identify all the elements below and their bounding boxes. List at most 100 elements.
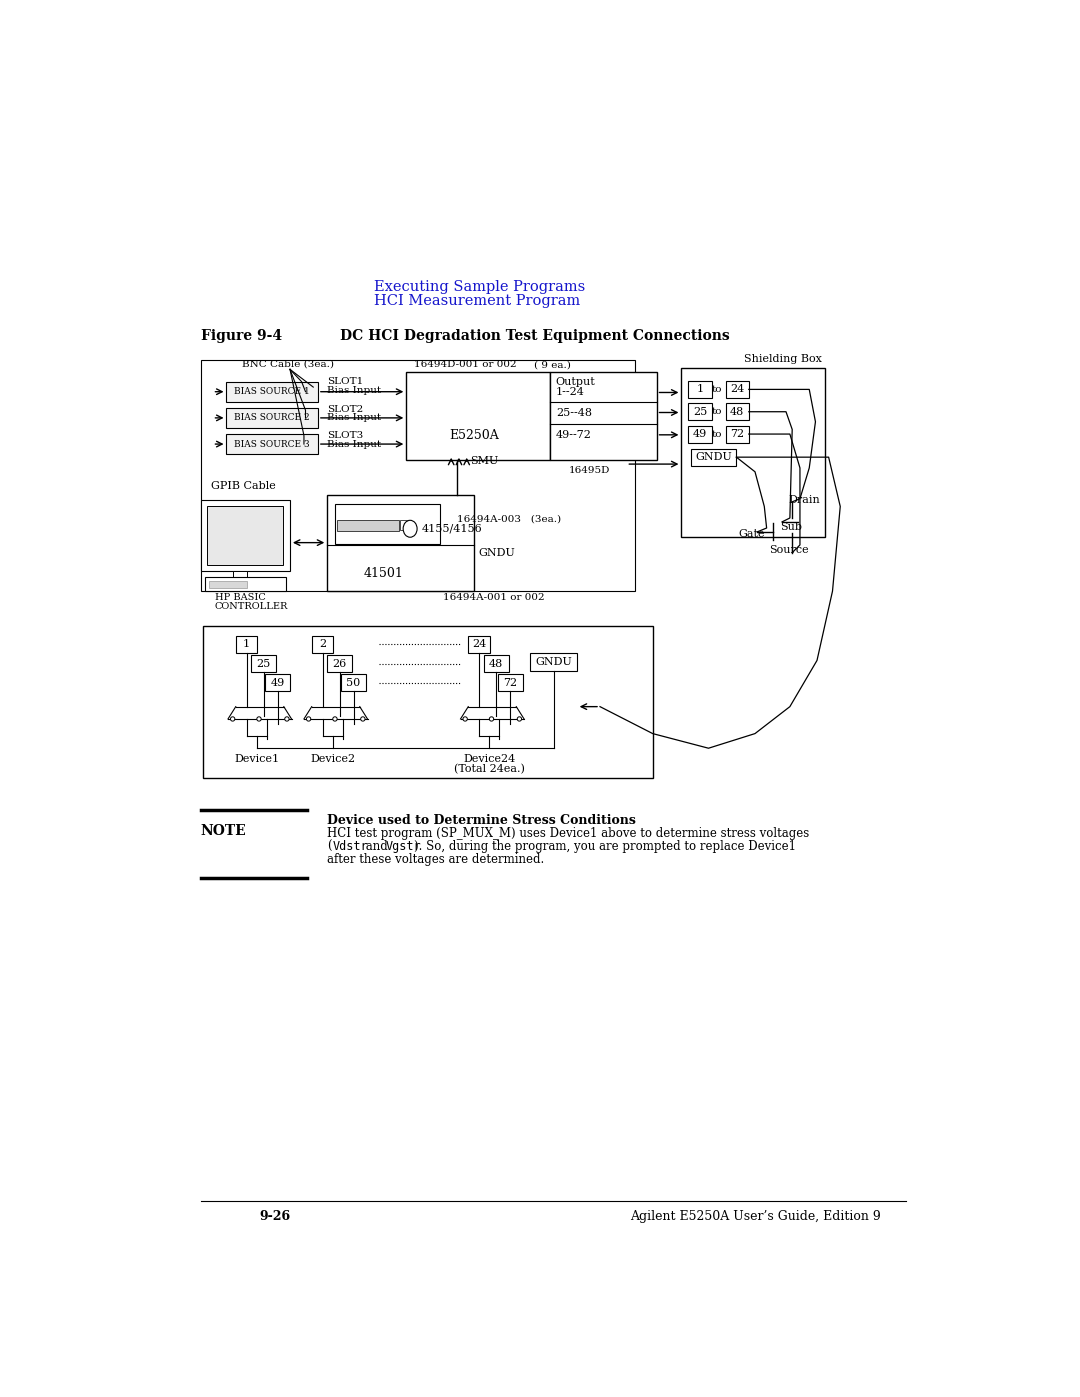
Text: 25: 25 xyxy=(693,407,707,416)
Text: ). So, during the program, you are prompted to replace Device1: ). So, during the program, you are promp… xyxy=(414,840,796,854)
Ellipse shape xyxy=(403,520,417,538)
Text: Drain: Drain xyxy=(788,496,820,506)
Text: Sub: Sub xyxy=(781,522,802,532)
Text: Bias Input: Bias Input xyxy=(327,440,381,450)
Text: GNDU: GNDU xyxy=(535,657,572,666)
Text: Source: Source xyxy=(769,545,809,556)
Text: GNDU: GNDU xyxy=(696,453,732,462)
Text: 16494A-001 or 002: 16494A-001 or 002 xyxy=(444,592,545,602)
Text: Output: Output xyxy=(556,377,595,387)
Text: BIAS SOURCE 3: BIAS SOURCE 3 xyxy=(234,440,310,448)
Bar xyxy=(201,500,291,571)
Text: Device1: Device1 xyxy=(234,754,280,764)
Circle shape xyxy=(307,717,311,721)
Text: CONTROLLER: CONTROLLER xyxy=(215,602,288,610)
Bar xyxy=(400,520,408,529)
Text: BIAS SOURCE 1: BIAS SOURCE 1 xyxy=(234,387,310,397)
Text: HCI test program (SP_MUX_M) uses Device1 above to determine stress voltages: HCI test program (SP_MUX_M) uses Device1… xyxy=(327,827,809,840)
Text: Figure 9-4: Figure 9-4 xyxy=(201,328,282,342)
Bar xyxy=(530,652,577,671)
Text: 48: 48 xyxy=(730,407,744,416)
Circle shape xyxy=(463,717,468,721)
Text: Shielding Box: Shielding Box xyxy=(744,353,822,363)
Text: Device24: Device24 xyxy=(463,754,515,764)
Text: HCI Measurement Program: HCI Measurement Program xyxy=(374,293,580,307)
Bar xyxy=(406,372,550,460)
Text: E5250A: E5250A xyxy=(449,429,499,441)
Text: BNC Cable (3ea.): BNC Cable (3ea.) xyxy=(242,359,334,369)
Bar xyxy=(205,577,286,591)
Circle shape xyxy=(517,717,522,721)
Bar xyxy=(726,381,748,398)
Text: Bias Input: Bias Input xyxy=(327,387,381,395)
Text: 48: 48 xyxy=(489,658,503,669)
Circle shape xyxy=(285,717,289,721)
Text: Vdstr: Vdstr xyxy=(333,840,368,854)
Text: BIAS SOURCE 2: BIAS SOURCE 2 xyxy=(234,414,310,422)
Text: Executing Sample Programs: Executing Sample Programs xyxy=(374,279,585,293)
Text: 50: 50 xyxy=(347,678,361,687)
Text: 49: 49 xyxy=(693,429,707,439)
Text: SLOT3: SLOT3 xyxy=(327,432,364,440)
Bar xyxy=(232,571,246,577)
Text: 49--72: 49--72 xyxy=(556,430,592,440)
Text: 16495D: 16495D xyxy=(569,465,610,475)
Text: SLOT1: SLOT1 xyxy=(327,377,364,386)
Bar xyxy=(227,381,318,402)
Text: 72: 72 xyxy=(503,678,517,687)
Circle shape xyxy=(230,717,234,721)
Text: and: and xyxy=(362,840,392,854)
Text: HP BASIC: HP BASIC xyxy=(215,592,266,602)
Text: after these voltages are determined.: after these voltages are determined. xyxy=(327,854,544,866)
Text: 49: 49 xyxy=(270,678,285,687)
Bar xyxy=(341,675,366,692)
Circle shape xyxy=(489,717,494,721)
Text: 16494D-001 or 002: 16494D-001 or 002 xyxy=(414,360,516,369)
Bar xyxy=(227,434,318,454)
Bar xyxy=(207,507,283,564)
Text: 25: 25 xyxy=(257,658,271,669)
Text: 41501: 41501 xyxy=(364,567,404,580)
Text: 1: 1 xyxy=(243,640,251,650)
Bar xyxy=(327,495,474,591)
Text: 9-26: 9-26 xyxy=(259,1210,291,1222)
Text: to: to xyxy=(712,408,723,416)
Text: 24: 24 xyxy=(472,640,486,650)
Bar xyxy=(337,520,399,531)
Text: SLOT2: SLOT2 xyxy=(327,405,364,414)
Bar xyxy=(726,426,748,443)
Text: 4155/4156: 4155/4156 xyxy=(422,522,483,534)
Text: 2: 2 xyxy=(319,640,326,650)
Text: DC HCI Degradation Test Equipment Connections: DC HCI Degradation Test Equipment Connec… xyxy=(340,328,730,342)
Bar xyxy=(203,626,652,778)
Bar xyxy=(550,372,657,460)
Bar xyxy=(681,367,825,538)
Text: 1: 1 xyxy=(697,384,703,394)
Circle shape xyxy=(361,717,365,721)
Bar xyxy=(688,404,712,420)
Bar xyxy=(688,381,712,398)
Text: 26: 26 xyxy=(333,658,347,669)
Bar xyxy=(469,636,490,652)
Bar xyxy=(266,675,291,692)
Bar xyxy=(252,655,276,672)
Text: GPIB Cable: GPIB Cable xyxy=(211,481,275,490)
Text: GNDU: GNDU xyxy=(478,548,515,557)
Text: 16494A-003   (3ea.): 16494A-003 (3ea.) xyxy=(457,515,561,524)
Bar xyxy=(335,504,440,545)
Text: Gate: Gate xyxy=(738,529,765,539)
Text: SMU: SMU xyxy=(470,455,498,467)
Text: to: to xyxy=(712,429,723,439)
Text: Agilent E5250A User’s Guide, Edition 9: Agilent E5250A User’s Guide, Edition 9 xyxy=(630,1210,880,1222)
Bar xyxy=(726,404,748,420)
Bar xyxy=(498,675,523,692)
Bar xyxy=(312,636,334,652)
Bar xyxy=(484,655,509,672)
Bar xyxy=(327,655,352,672)
Circle shape xyxy=(333,717,337,721)
Text: ( 9 ea.): ( 9 ea.) xyxy=(535,360,571,369)
Circle shape xyxy=(257,717,261,721)
Bar xyxy=(227,408,318,427)
Text: Device used to Determine Stress Conditions: Device used to Determine Stress Conditio… xyxy=(327,814,636,827)
Bar xyxy=(235,636,257,652)
